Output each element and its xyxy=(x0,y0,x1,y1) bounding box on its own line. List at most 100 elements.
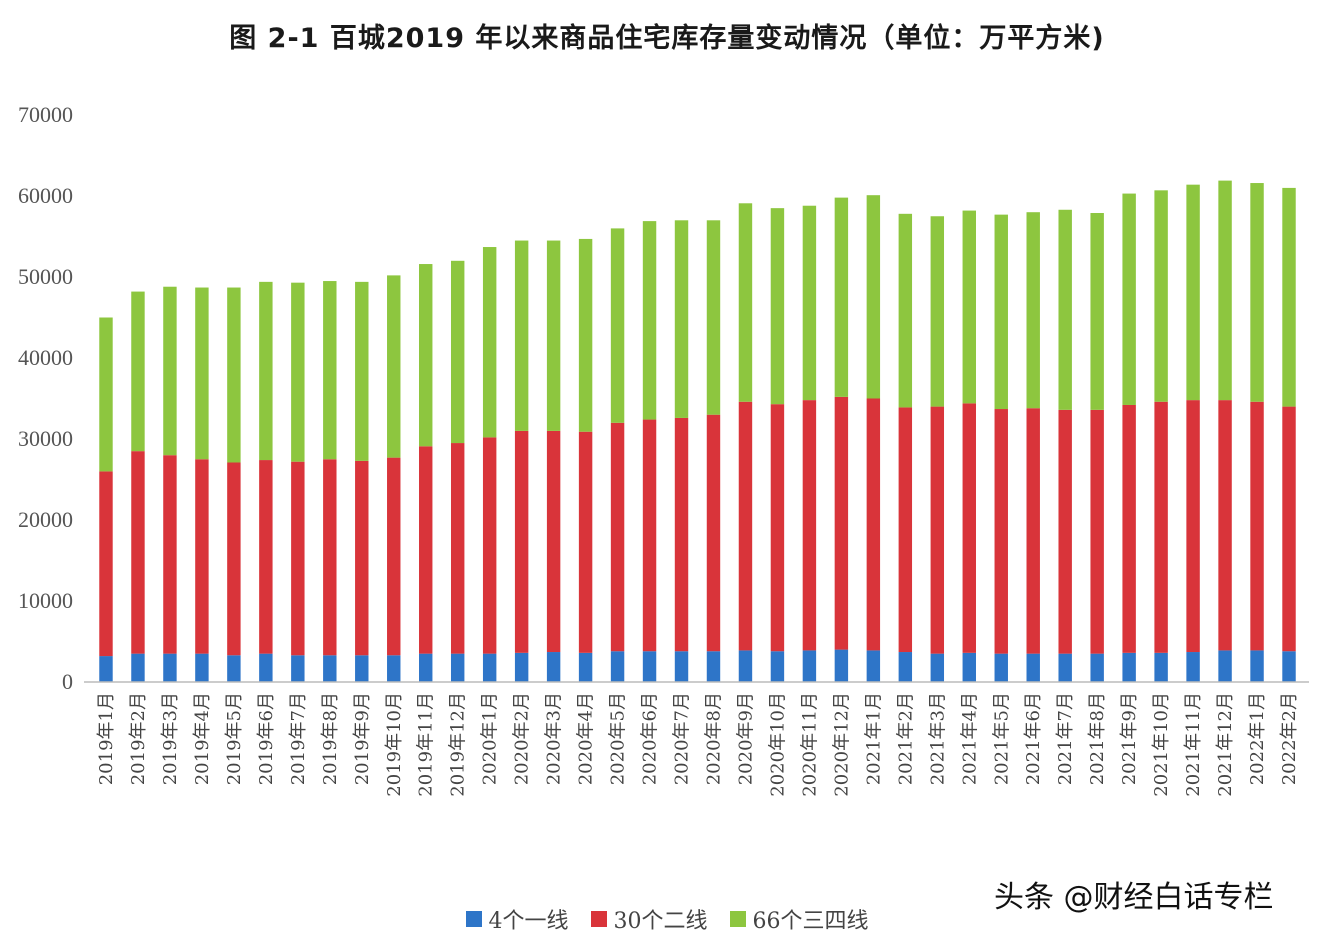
bar-segment-tier3[interactable] xyxy=(930,216,945,407)
bar-segment-tier2[interactable] xyxy=(1026,408,1040,654)
bar-segment-tier3[interactable] xyxy=(834,197,849,397)
bar-segment-tier3[interactable] xyxy=(1058,209,1072,410)
bar-segment-tier3[interactable] xyxy=(1218,180,1232,401)
bar-segment-tier3[interactable] xyxy=(578,238,593,432)
bar-segment-tier2[interactable] xyxy=(259,460,273,654)
bar-segment-tier1[interactable] xyxy=(131,653,145,682)
bar-segment-tier3[interactable] xyxy=(227,287,241,463)
bar-segment-tier2[interactable] xyxy=(866,398,881,651)
bar-segment-tier2[interactable] xyxy=(738,401,753,651)
bar-segment-tier1[interactable] xyxy=(355,655,369,682)
bar-segment-tier1[interactable] xyxy=(930,653,945,682)
bar-segment-tier2[interactable] xyxy=(674,417,689,652)
bar-segment-tier2[interactable] xyxy=(195,459,209,654)
bar-segment-tier2[interactable] xyxy=(898,407,913,653)
bar-segment-tier1[interactable] xyxy=(291,655,305,682)
bar-segment-tier1[interactable] xyxy=(674,651,689,682)
bar-segment-tier3[interactable] xyxy=(674,220,689,418)
bar-segment-tier1[interactable] xyxy=(738,650,753,682)
bar-segment-tier2[interactable] xyxy=(802,400,817,651)
bar-segment-tier1[interactable] xyxy=(1250,650,1264,682)
bar-segment-tier1[interactable] xyxy=(1090,653,1104,682)
bar-segment-tier2[interactable] xyxy=(1122,404,1136,653)
bar-segment-tier2[interactable] xyxy=(834,396,849,650)
bar-segment-tier3[interactable] xyxy=(706,220,721,415)
bar-segment-tier3[interactable] xyxy=(355,281,369,461)
bar-segment-tier3[interactable] xyxy=(163,286,177,456)
bar-segment-tier2[interactable] xyxy=(291,461,305,656)
bar-segment-tier3[interactable] xyxy=(482,247,497,438)
bar-segment-tier1[interactable] xyxy=(802,650,817,682)
bar-segment-tier3[interactable] xyxy=(642,221,657,420)
bar-segment-tier3[interactable] xyxy=(962,210,976,404)
bar-segment-tier1[interactable] xyxy=(1282,651,1296,682)
bar-segment-tier2[interactable] xyxy=(482,437,497,654)
bar-segment-tier2[interactable] xyxy=(770,404,785,652)
legend-item-tier1[interactable]: 4个一线 xyxy=(465,903,569,935)
bar-segment-tier2[interactable] xyxy=(1250,401,1264,651)
bar-segment-tier2[interactable] xyxy=(642,419,657,652)
bar-segment-tier1[interactable] xyxy=(99,656,113,682)
bar-segment-tier1[interactable] xyxy=(834,649,849,682)
bar-segment-tier2[interactable] xyxy=(227,462,241,656)
bar-segment-tier2[interactable] xyxy=(962,403,976,653)
bar-segment-tier2[interactable] xyxy=(419,446,433,654)
bar-segment-tier2[interactable] xyxy=(387,457,401,656)
bar-segment-tier3[interactable] xyxy=(994,214,1008,410)
bar-segment-tier1[interactable] xyxy=(546,652,561,682)
bar-segment-tier3[interactable] xyxy=(387,275,401,458)
bar-segment-tier1[interactable] xyxy=(898,652,913,682)
bar-segment-tier1[interactable] xyxy=(994,653,1008,682)
bar-segment-tier3[interactable] xyxy=(1250,183,1264,402)
bar-segment-tier1[interactable] xyxy=(419,653,433,682)
bar-segment-tier3[interactable] xyxy=(866,195,881,399)
bar-segment-tier2[interactable] xyxy=(323,459,337,656)
bar-segment-tier3[interactable] xyxy=(1026,212,1040,409)
legend-item-tier2[interactable]: 30个二线 xyxy=(590,903,708,935)
bar-segment-tier2[interactable] xyxy=(355,460,369,656)
bar-segment-tier3[interactable] xyxy=(1282,187,1296,407)
bar-segment-tier1[interactable] xyxy=(706,651,721,682)
bar-segment-tier2[interactable] xyxy=(131,451,145,654)
bar-segment-tier2[interactable] xyxy=(1186,400,1200,653)
bar-segment-tier1[interactable] xyxy=(1058,653,1072,682)
bar-segment-tier1[interactable] xyxy=(387,655,401,682)
bar-segment-tier2[interactable] xyxy=(99,471,113,657)
bar-segment-tier3[interactable] xyxy=(1154,190,1168,402)
legend-item-tier3[interactable]: 66个三四线 xyxy=(729,903,869,935)
bar-segment-tier1[interactable] xyxy=(1218,650,1232,682)
bar-segment-tier3[interactable] xyxy=(546,240,561,431)
bar-segment-tier1[interactable] xyxy=(195,653,209,682)
bar-segment-tier3[interactable] xyxy=(195,287,209,460)
bar-segment-tier2[interactable] xyxy=(930,406,945,654)
bar-segment-tier2[interactable] xyxy=(450,443,465,654)
bar-segment-tier1[interactable] xyxy=(1026,653,1040,682)
bar-segment-tier2[interactable] xyxy=(163,455,177,654)
bar-segment-tier2[interactable] xyxy=(1058,409,1072,654)
bar-segment-tier3[interactable] xyxy=(898,213,913,408)
bar-segment-tier1[interactable] xyxy=(259,653,273,682)
bar-segment-tier3[interactable] xyxy=(259,281,273,461)
bar-segment-tier2[interactable] xyxy=(546,430,561,653)
bar-segment-tier3[interactable] xyxy=(131,291,145,452)
bar-segment-tier1[interactable] xyxy=(578,652,593,682)
bar-segment-tier2[interactable] xyxy=(994,409,1008,654)
bar-segment-tier1[interactable] xyxy=(227,655,241,682)
bar-segment-tier1[interactable] xyxy=(866,650,881,682)
bar-segment-tier3[interactable] xyxy=(610,228,625,423)
bar-segment-tier3[interactable] xyxy=(514,240,529,431)
bar-segment-tier2[interactable] xyxy=(514,430,529,653)
bar-segment-tier1[interactable] xyxy=(323,655,337,682)
bar-segment-tier1[interactable] xyxy=(482,653,497,682)
bar-segment-tier1[interactable] xyxy=(163,653,177,682)
bar-segment-tier3[interactable] xyxy=(1122,193,1136,405)
bar-segment-tier3[interactable] xyxy=(738,203,753,402)
bar-segment-tier2[interactable] xyxy=(1154,401,1168,653)
bar-segment-tier1[interactable] xyxy=(642,651,657,682)
bar-segment-tier1[interactable] xyxy=(514,652,529,682)
bar-segment-tier3[interactable] xyxy=(291,282,305,462)
bar-segment-tier3[interactable] xyxy=(770,208,785,405)
bar-segment-tier1[interactable] xyxy=(450,653,465,682)
bar-segment-tier3[interactable] xyxy=(323,281,337,460)
bar-segment-tier2[interactable] xyxy=(706,414,721,652)
